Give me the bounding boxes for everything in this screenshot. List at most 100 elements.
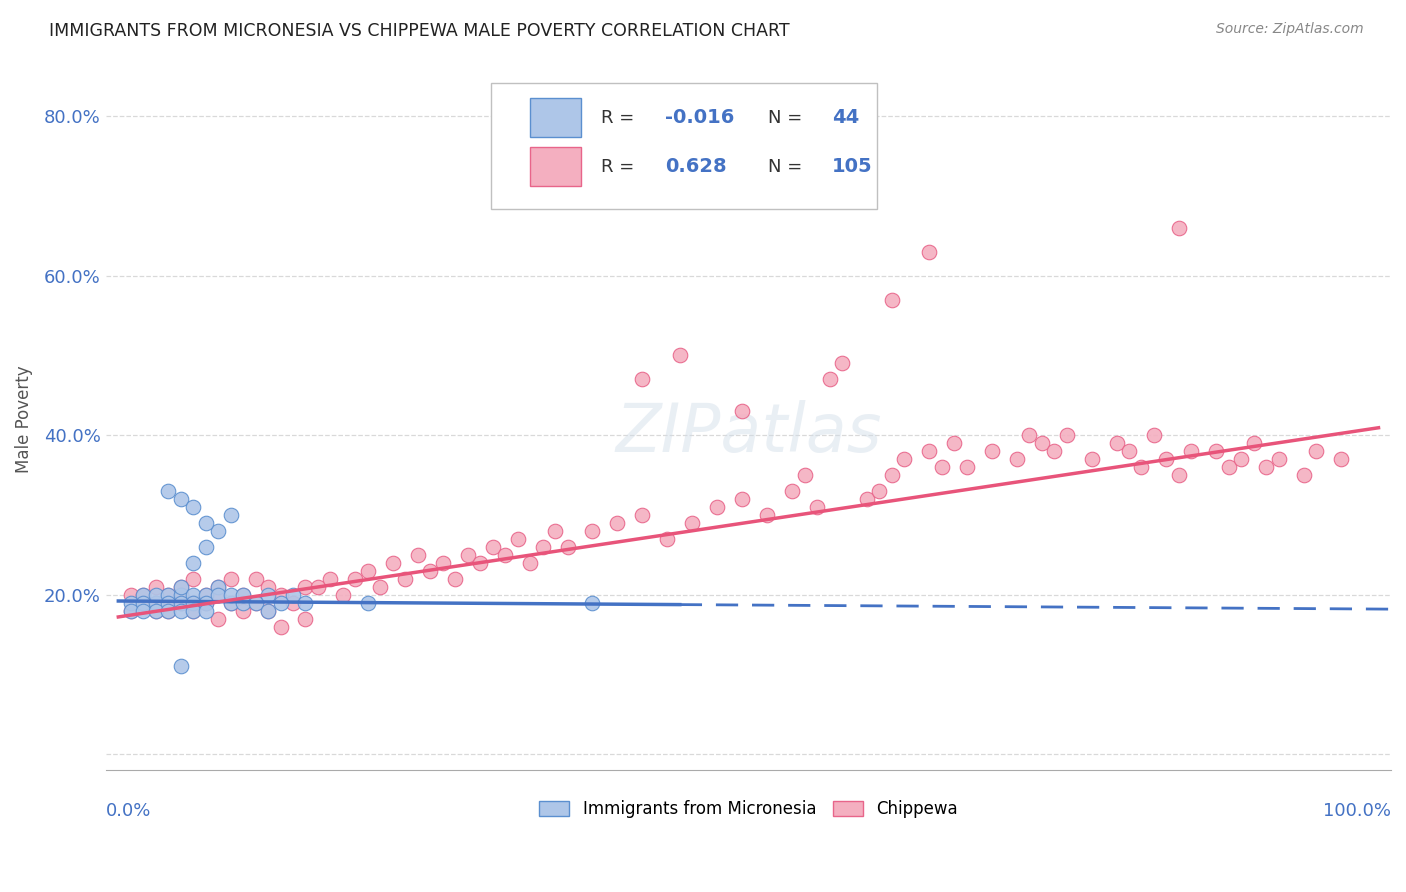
Point xyxy=(294,611,316,625)
Point xyxy=(1118,444,1140,458)
Point xyxy=(1056,428,1078,442)
Point xyxy=(1330,452,1353,467)
Point xyxy=(1243,436,1265,450)
Point xyxy=(207,580,229,594)
Point xyxy=(1143,428,1166,442)
Point xyxy=(145,603,167,617)
Point xyxy=(194,540,217,554)
Point xyxy=(170,596,193,610)
Point xyxy=(980,444,1002,458)
Point xyxy=(157,596,180,610)
Point xyxy=(181,596,204,610)
Point xyxy=(793,468,815,483)
Text: R =: R = xyxy=(600,109,640,127)
Point xyxy=(207,611,229,625)
Point xyxy=(181,556,204,570)
Point xyxy=(281,588,304,602)
FancyBboxPatch shape xyxy=(530,147,581,186)
Point xyxy=(531,540,554,554)
Point xyxy=(257,603,280,617)
Point xyxy=(657,532,679,546)
Point xyxy=(120,588,142,602)
Point xyxy=(281,596,304,610)
Point xyxy=(631,372,654,386)
Point xyxy=(270,588,292,602)
Point xyxy=(132,596,155,610)
Point xyxy=(245,596,267,610)
Point xyxy=(132,603,155,617)
Point xyxy=(219,588,242,602)
Point xyxy=(157,588,180,602)
Point xyxy=(581,524,603,538)
Point xyxy=(406,548,429,562)
Point xyxy=(432,556,454,570)
Point xyxy=(668,349,690,363)
Point xyxy=(332,588,354,602)
Point xyxy=(245,596,267,610)
Point xyxy=(357,596,380,610)
Point xyxy=(157,483,180,498)
Point xyxy=(294,596,316,610)
Point xyxy=(457,548,479,562)
Point xyxy=(381,556,404,570)
Point xyxy=(219,596,242,610)
Point xyxy=(1167,221,1189,235)
Point xyxy=(257,603,280,617)
Text: N =: N = xyxy=(768,158,807,176)
Point xyxy=(157,603,180,617)
Point xyxy=(1205,444,1227,458)
Point xyxy=(245,572,267,586)
Point xyxy=(132,588,155,602)
Point xyxy=(270,596,292,610)
Point xyxy=(1180,444,1202,458)
Text: R =: R = xyxy=(600,158,640,176)
Point xyxy=(181,596,204,610)
Point xyxy=(170,580,193,594)
Text: N =: N = xyxy=(768,109,807,127)
Point xyxy=(1043,444,1066,458)
Point xyxy=(1218,460,1240,475)
Point xyxy=(893,452,915,467)
Point xyxy=(519,556,541,570)
Text: 100.0%: 100.0% xyxy=(1323,802,1391,820)
Point xyxy=(1031,436,1053,450)
Point xyxy=(918,244,941,259)
Point xyxy=(1292,468,1315,483)
Point xyxy=(544,524,567,538)
Point xyxy=(157,596,180,610)
Point xyxy=(194,588,217,602)
Point xyxy=(357,564,380,578)
Point xyxy=(181,603,204,617)
Point xyxy=(181,588,204,602)
Point xyxy=(856,491,879,506)
Point xyxy=(145,580,167,594)
Point xyxy=(170,603,193,617)
Point xyxy=(506,532,529,546)
Point xyxy=(370,580,392,594)
Text: -0.016: -0.016 xyxy=(665,108,734,128)
Point xyxy=(145,596,167,610)
Point xyxy=(756,508,779,522)
Point xyxy=(157,603,180,617)
Point xyxy=(1156,452,1178,467)
Point xyxy=(232,603,254,617)
Point xyxy=(194,596,217,610)
Point xyxy=(170,659,193,673)
Point xyxy=(120,603,142,617)
Point xyxy=(120,603,142,617)
Point xyxy=(481,540,503,554)
Point xyxy=(145,603,167,617)
Point xyxy=(731,491,754,506)
Point xyxy=(419,564,441,578)
Point xyxy=(918,444,941,458)
Point xyxy=(1267,452,1289,467)
Point xyxy=(194,516,217,530)
Point xyxy=(319,572,342,586)
Point xyxy=(780,483,803,498)
Point xyxy=(207,580,229,594)
Text: ZIPatlas: ZIPatlas xyxy=(616,401,882,467)
Point xyxy=(257,588,280,602)
Point xyxy=(170,596,193,610)
FancyBboxPatch shape xyxy=(491,83,877,209)
Point xyxy=(181,500,204,514)
